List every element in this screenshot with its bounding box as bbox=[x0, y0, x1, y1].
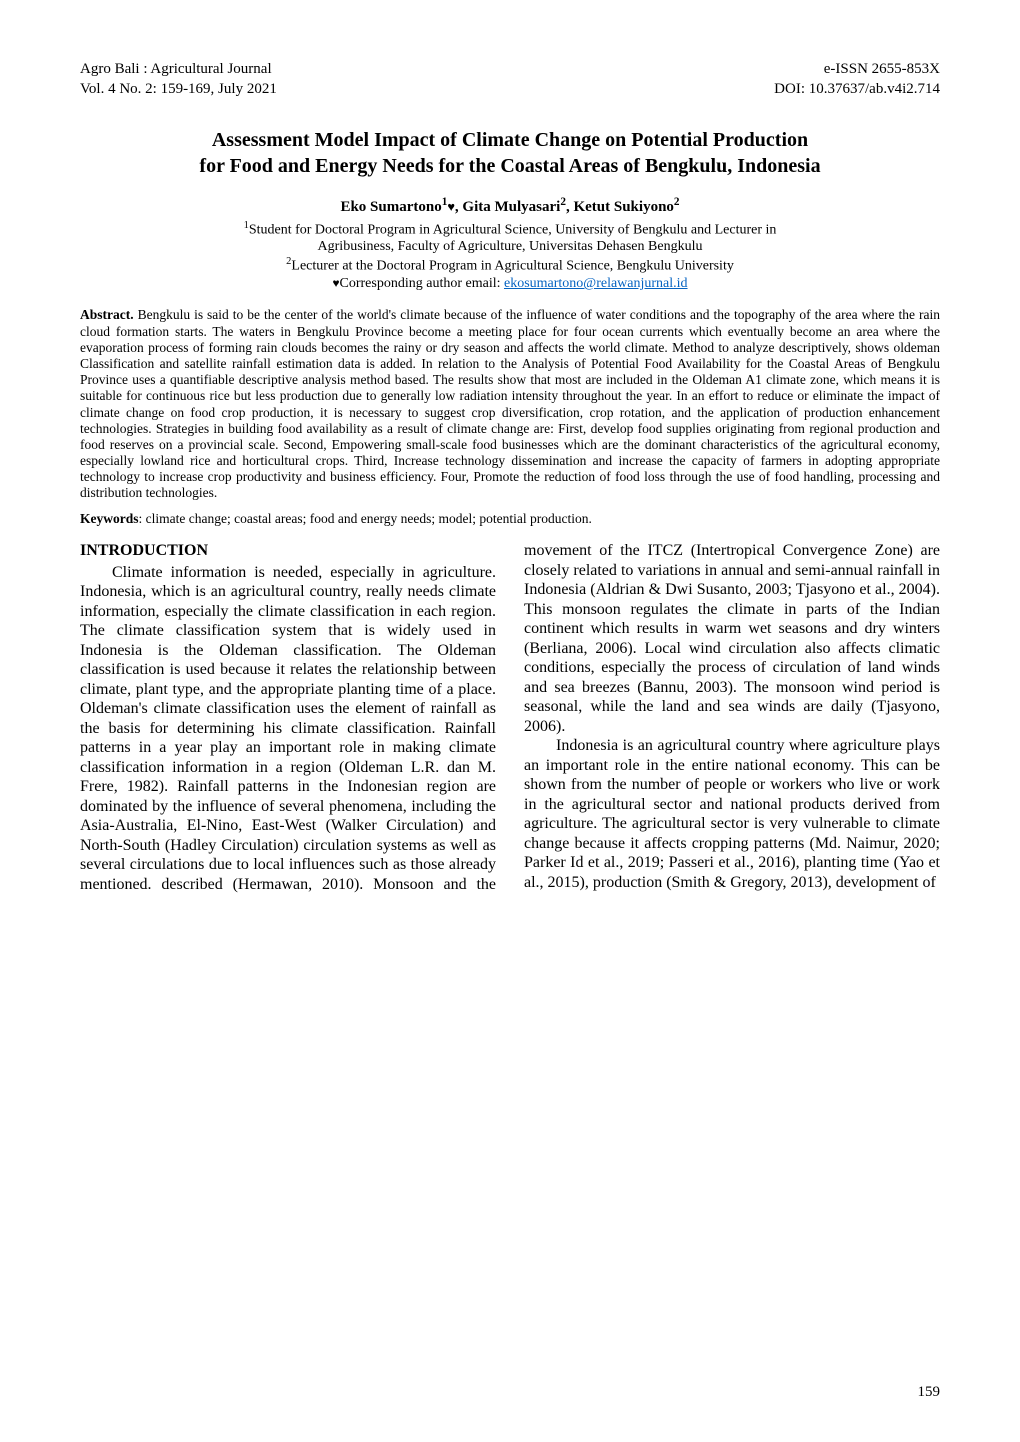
journal-volume: Vol. 4 No. 2: 159-169, July 2021 bbox=[80, 80, 277, 100]
introduction-heading: INTRODUCTION bbox=[80, 541, 496, 561]
journal-name: Agro Bali : Agricultural Journal bbox=[80, 60, 277, 80]
title-line-1: Assessment Model Impact of Climate Chang… bbox=[212, 129, 808, 151]
affiliation-1-text-b: Agribusiness, Faculty of Agriculture, Un… bbox=[318, 239, 703, 254]
header-left: Agro Bali : Agricultural Journal Vol. 4 … bbox=[80, 60, 277, 99]
eissn: e-ISSN 2655-853X bbox=[774, 60, 940, 80]
doi: DOI: 10.37637/ab.v4i2.714 bbox=[774, 80, 940, 100]
abstract-label: Abstract. bbox=[80, 307, 138, 322]
corresponding-label: Corresponding author email: bbox=[340, 276, 504, 291]
author-sep-1: , Gita Mulyasari bbox=[455, 199, 560, 215]
keywords-text: : climate change; coastal areas; food an… bbox=[139, 511, 592, 526]
affiliation-1: 1Student for Doctoral Program in Agricul… bbox=[80, 220, 940, 239]
author-1: Eko Sumartono bbox=[340, 199, 441, 215]
page-number: 159 bbox=[918, 1383, 941, 1403]
keywords-label: Keywords bbox=[80, 511, 139, 526]
author-list: Eko Sumartono1♥, Gita Mulyasari2, Ketut … bbox=[80, 195, 940, 218]
corresponding-email-link[interactable]: ekosumartono@relawanjurnal.id bbox=[504, 276, 688, 291]
affiliation-2: 2Lecturer at the Doctoral Program in Agr… bbox=[80, 256, 940, 275]
abstract-block: Abstract. Bengkulu is said to be the cen… bbox=[80, 307, 940, 501]
author-3-sup: 2 bbox=[674, 196, 680, 208]
affiliation-1-text-a: Student for Doctoral Program in Agricult… bbox=[249, 222, 777, 237]
affiliation-1b: Agribusiness, Faculty of Agriculture, Un… bbox=[80, 239, 940, 256]
corresponding-marker-icon: ♥ bbox=[447, 200, 455, 214]
header-right: e-ISSN 2655-853X DOI: 10.37637/ab.v4i2.7… bbox=[774, 60, 940, 99]
body-columns: INTRODUCTION Climate information is need… bbox=[80, 541, 940, 894]
affiliation-2-text: Lecturer at the Doctoral Program in Agri… bbox=[291, 258, 733, 273]
abstract-text: Bengkulu is said to be the center of the… bbox=[80, 307, 940, 500]
intro-paragraph-2: Indonesia is an agricultural country whe… bbox=[524, 736, 940, 892]
corresponding-author: ♥Corresponding author email: ekosumarton… bbox=[80, 275, 940, 293]
title-line-2: for Food and Energy Needs for the Coasta… bbox=[199, 155, 820, 177]
page-header: Agro Bali : Agricultural Journal Vol. 4 … bbox=[80, 60, 940, 99]
article-title: Assessment Model Impact of Climate Chang… bbox=[80, 127, 940, 179]
keywords-block: Keywords: climate change; coastal areas;… bbox=[80, 510, 940, 528]
author-sep-2: , Ketut Sukiyono bbox=[566, 199, 674, 215]
corresponding-heart-icon: ♥ bbox=[332, 276, 339, 290]
